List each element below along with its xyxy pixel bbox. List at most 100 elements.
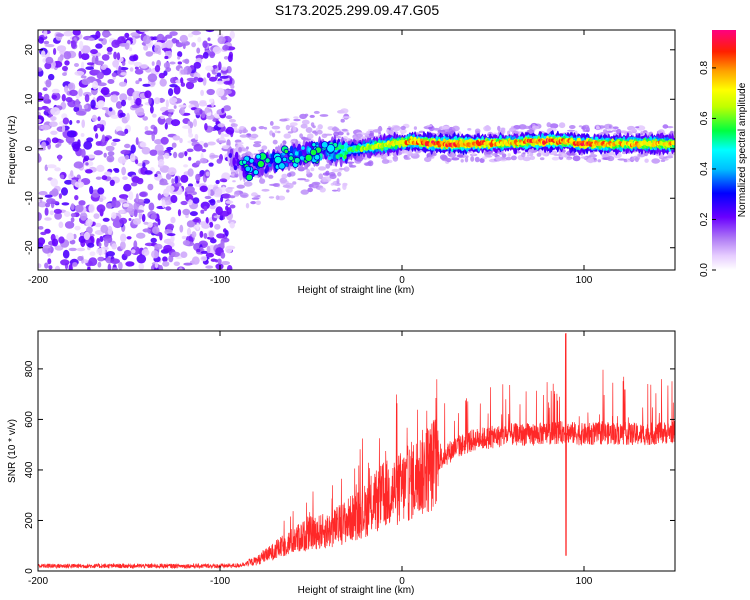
haze-blob (275, 195, 280, 201)
haze-blob (336, 178, 340, 185)
noise-blob (101, 175, 108, 181)
haze-blob (261, 145, 268, 150)
noise-blob (164, 122, 168, 130)
noise-blob (151, 61, 155, 66)
haze-blob (456, 154, 464, 158)
noise-blob (50, 130, 58, 135)
ridge-mark (327, 156, 332, 160)
noise-blob (38, 119, 42, 123)
noise-blob (130, 182, 138, 187)
noise-blob (102, 217, 110, 222)
noise-blob (215, 179, 220, 185)
noise-blob (42, 245, 51, 249)
noise-blob (86, 137, 94, 143)
noise-blob (43, 30, 48, 37)
colorbar-tick-label: 0.0 (699, 263, 710, 277)
haze-blob (304, 113, 309, 117)
noise-blob (112, 60, 119, 68)
noise-blob (58, 236, 65, 244)
noise-blob (171, 251, 180, 257)
noise-blob (103, 152, 107, 158)
noise-blob (193, 61, 202, 69)
haze-blob (532, 125, 539, 130)
noise-blob (58, 154, 62, 162)
noise-blob (177, 61, 182, 65)
haze-blob (313, 110, 320, 114)
noise-blob (196, 47, 201, 54)
noise-blob (72, 30, 81, 36)
noise-blob (110, 141, 117, 147)
snr-background (38, 331, 675, 571)
noise-blob (222, 193, 231, 199)
noise-blob (216, 72, 222, 77)
haze-blob (484, 154, 492, 158)
haze-blob (287, 172, 292, 178)
noise-blob (87, 266, 91, 270)
colorbar-tick-label: 0.4 (699, 162, 710, 176)
noise-blob (168, 254, 174, 263)
noise-blob (114, 168, 120, 173)
noise-blob (74, 70, 85, 76)
noise-blob (85, 218, 93, 227)
noise-blob (133, 240, 138, 250)
noise-blob (97, 261, 102, 268)
noise-blob (159, 78, 167, 87)
haze-blob (272, 139, 278, 145)
noise-blob (95, 141, 102, 146)
noise-blob (200, 250, 209, 254)
noise-blob (111, 212, 117, 219)
noise-blob (171, 178, 175, 185)
noise-blob (200, 255, 208, 262)
x-tick-label: 100 (576, 275, 593, 286)
noise-blob (183, 67, 187, 75)
noise-blob (100, 65, 107, 70)
haze-blob (309, 114, 315, 118)
noise-blob (58, 221, 64, 229)
noise-blob (221, 107, 225, 114)
noise-blob (127, 96, 132, 101)
noise-blob (203, 232, 208, 239)
noise-blob (197, 77, 204, 83)
noise-blob (46, 164, 57, 169)
haze-blob (452, 125, 460, 132)
haze-blob (250, 133, 259, 139)
haze-blob (470, 156, 475, 162)
noise-blob (96, 248, 106, 255)
noise-blob (99, 236, 104, 242)
ridge-spot (256, 160, 265, 168)
noise-blob (44, 62, 52, 70)
haze-blob (536, 152, 542, 157)
noise-blob (180, 77, 184, 84)
noise-blob (198, 101, 208, 107)
noise-blob (88, 204, 95, 213)
haze-blob (613, 152, 622, 159)
noise-blob (119, 112, 126, 118)
haze-blob (285, 124, 291, 131)
noise-blob (180, 174, 189, 183)
noise-blob (107, 151, 115, 157)
noise-blob (44, 262, 49, 269)
noise-blob (210, 238, 217, 244)
noise-blob (51, 94, 58, 100)
noise-blob (221, 261, 230, 265)
noise-blob (120, 72, 127, 76)
noise-blob (62, 72, 67, 76)
noise-blob (95, 30, 101, 39)
noise-blob (51, 238, 59, 247)
noise-blob (113, 51, 117, 60)
ridge-mark (236, 158, 240, 167)
noise-blob (142, 35, 151, 45)
ridge-spot (242, 159, 248, 165)
noise-blob (73, 161, 84, 169)
noise-blob (204, 123, 208, 131)
haze-blob (251, 192, 258, 197)
noise-blob (216, 80, 225, 85)
x-tick-label: -200 (28, 275, 48, 286)
noise-blob (74, 204, 84, 213)
noise-blob (95, 133, 99, 139)
noise-blob (207, 188, 211, 197)
noise-blob (45, 56, 54, 64)
haze-blob (386, 129, 390, 133)
haze-blob (289, 122, 298, 126)
